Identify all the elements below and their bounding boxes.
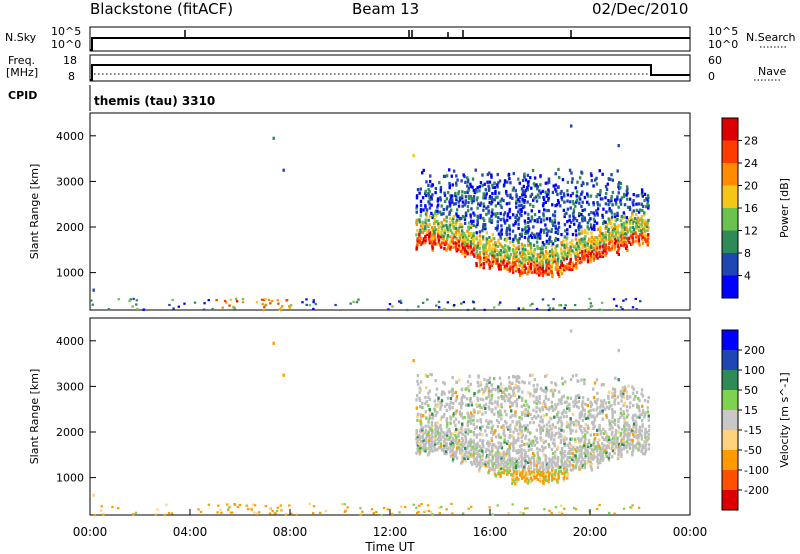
x-tick-label: 00:00 bbox=[73, 525, 108, 539]
power-colorbar-segment bbox=[722, 163, 738, 186]
noise-left-tick-low: 10^0 bbox=[51, 38, 82, 51]
freq-trace bbox=[90, 64, 690, 81]
velocity-colorbar-tick-label: 100 bbox=[744, 364, 765, 377]
power-colorbar-tick-label: 8 bbox=[744, 247, 751, 260]
velocity-colorbar-tick-label: -50 bbox=[744, 444, 762, 457]
velocity-colorbar-tick-label: -100 bbox=[744, 464, 769, 477]
velocity-colorbar-segment bbox=[722, 370, 738, 390]
noise-spikes bbox=[184, 30, 572, 37]
x-tick-label: 20:00 bbox=[573, 525, 608, 539]
power-panel: 1000 2000 3000 4000 Slant Range [km] bbox=[28, 112, 691, 312]
freq-unit-label: [MHz] bbox=[6, 66, 39, 79]
panel-frame bbox=[89, 112, 691, 311]
power-colorbar-segment bbox=[722, 140, 738, 163]
panel-frame bbox=[89, 317, 691, 516]
velocity-colorbar-tick-label: 200 bbox=[744, 344, 765, 357]
x-tick-label: 00:00 bbox=[673, 525, 708, 539]
velocity-colorbar-label: Velocity [m s^-1] bbox=[778, 372, 791, 467]
y-axis-label: Slant Range [km] bbox=[28, 369, 41, 465]
x-tick-label: 04:00 bbox=[173, 525, 208, 539]
velocity-colorbar-segment bbox=[722, 410, 738, 430]
cpid-label: CPID bbox=[8, 89, 38, 102]
nave-tick-high: 60 bbox=[708, 54, 722, 67]
noise-left-tick-high: 10^5 bbox=[51, 25, 82, 38]
power-colorbar-tick-label: 4 bbox=[744, 270, 751, 283]
power-colorbar-segment bbox=[722, 185, 738, 208]
velocity-panel: 1000 2000 3000 4000 Slant Range [km] bbox=[28, 317, 691, 517]
velocity-colorbar-segment bbox=[722, 350, 738, 370]
velocity-colorbar: 200 100 50 15 -15 -50 -100 -200 Velocity [m s^-1… bbox=[721, 329, 791, 511]
noise-sky-trace bbox=[90, 37, 690, 51]
power-colorbar-tick-label: 24 bbox=[744, 157, 758, 170]
freq-tick-high: 18 bbox=[63, 54, 77, 67]
power-colorbar-segment bbox=[722, 253, 738, 276]
x-tick-label: 16:00 bbox=[473, 525, 508, 539]
velocity-colorbar-tick-label: 15 bbox=[744, 404, 758, 417]
power-colorbar-tick-label: 16 bbox=[744, 202, 758, 215]
velocity-colorbar-tick-label: -15 bbox=[744, 424, 762, 437]
power-colorbar-tick-label: 20 bbox=[744, 180, 758, 193]
y-tick-label: 4000 bbox=[56, 130, 84, 143]
noise-search-label: N.Search bbox=[746, 31, 796, 44]
power-colorbar-segment bbox=[722, 208, 738, 231]
y-tick-label: 1000 bbox=[56, 472, 84, 485]
station-title: Blackstone (fitACF) bbox=[90, 0, 234, 18]
noise-right-tick-high: 10^5 bbox=[708, 25, 739, 38]
nave-label: Nave bbox=[758, 65, 787, 78]
time-axis: 00:00 04:00 08:00 12:00 16:00 20:00 00:00 Time … bbox=[73, 509, 708, 554]
velocity-colorbar-segment bbox=[722, 430, 738, 450]
velocity-colorbar-segment bbox=[722, 330, 738, 350]
y-tick-label: 3000 bbox=[56, 380, 84, 393]
date-title: 02/Dec/2010 bbox=[592, 0, 689, 18]
y-tick-label: 2000 bbox=[56, 221, 84, 234]
power-colorbar-segment bbox=[722, 230, 738, 253]
freq-label: Freq. bbox=[8, 54, 36, 67]
velocity-colorbar-tick-label: -200 bbox=[744, 484, 769, 497]
beam-title: Beam 13 bbox=[352, 0, 420, 18]
velocity-colorbar-segment bbox=[722, 490, 738, 510]
noise-right-tick-low: 10^0 bbox=[708, 38, 739, 51]
x-axis-label: Time UT bbox=[364, 540, 415, 554]
velocity-colorbar-frame bbox=[721, 329, 739, 511]
velocity-colorbar-segment bbox=[722, 450, 738, 470]
x-tick-label: 08:00 bbox=[273, 525, 308, 539]
velocity-colorbar-segment bbox=[722, 390, 738, 410]
y-tick-label: 1000 bbox=[56, 267, 84, 280]
y-tick-label: 4000 bbox=[56, 335, 84, 348]
y-tick-label: 2000 bbox=[56, 426, 84, 439]
power-colorbar-label: Power [dB] bbox=[778, 178, 791, 238]
power-colorbar-segment bbox=[722, 275, 738, 298]
power-colorbar-segment bbox=[722, 118, 738, 141]
nave-tick-low: 0 bbox=[708, 70, 715, 83]
mode-label: themis (tau) 3310 bbox=[94, 94, 216, 108]
freq-tick-low: 8 bbox=[68, 70, 75, 83]
y-tick-label: 3000 bbox=[56, 175, 84, 188]
x-tick-label: 12:00 bbox=[373, 525, 408, 539]
y-axis-label: Slant Range [km] bbox=[28, 164, 41, 260]
velocity-colorbar-tick-label: 50 bbox=[744, 384, 758, 397]
freq-panel-frame bbox=[89, 54, 691, 82]
power-colorbar: 28 24 20 16 12 8 4 Power [dB] bbox=[721, 117, 791, 299]
power-colorbar-tick-label: 28 bbox=[744, 135, 758, 148]
noise-sky-label: N.Sky bbox=[5, 31, 37, 44]
velocity-colorbar-segment bbox=[722, 470, 738, 490]
power-colorbar-tick-label: 12 bbox=[744, 225, 758, 238]
